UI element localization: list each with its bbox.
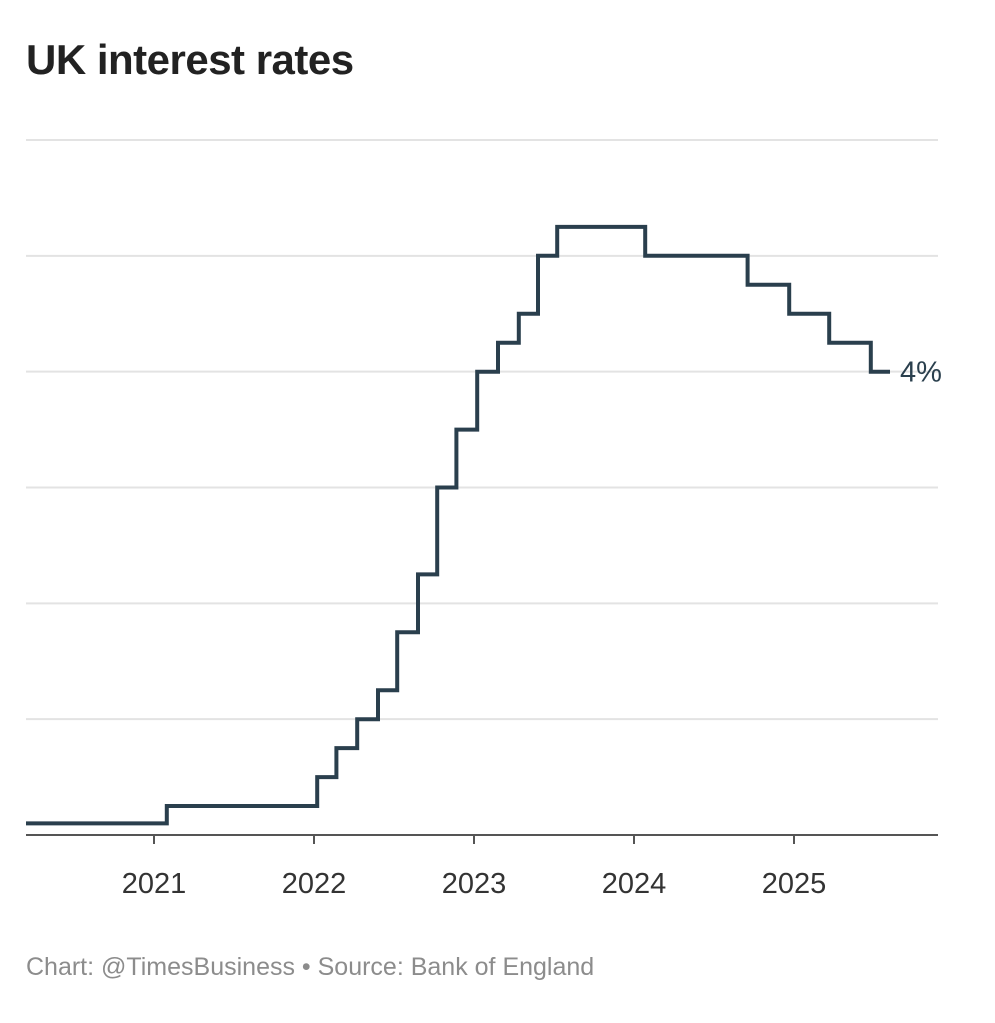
x-tick-label: 2021 (122, 868, 187, 900)
chart-title: UK interest rates (26, 36, 354, 83)
x-tick-label: 2024 (602, 868, 667, 900)
chart-canvas: 2021 2022 2023 2024 2025 4% (26, 139, 942, 900)
x-tick-label: 2022 (282, 868, 347, 900)
label-layer: 4% (900, 357, 942, 389)
chart-footer: Chart: @TimesBusiness • Source: Bank of … (26, 953, 595, 981)
series-layer (26, 224, 890, 826)
x-axis: 2021 2022 2023 2024 2025 (26, 834, 938, 900)
gridlines (26, 139, 938, 721)
end-value-label: 4% (900, 357, 942, 389)
series-line-bank-rate (26, 224, 890, 826)
x-tick-label: 2023 (442, 868, 507, 900)
x-tick-label: 2025 (762, 868, 827, 900)
